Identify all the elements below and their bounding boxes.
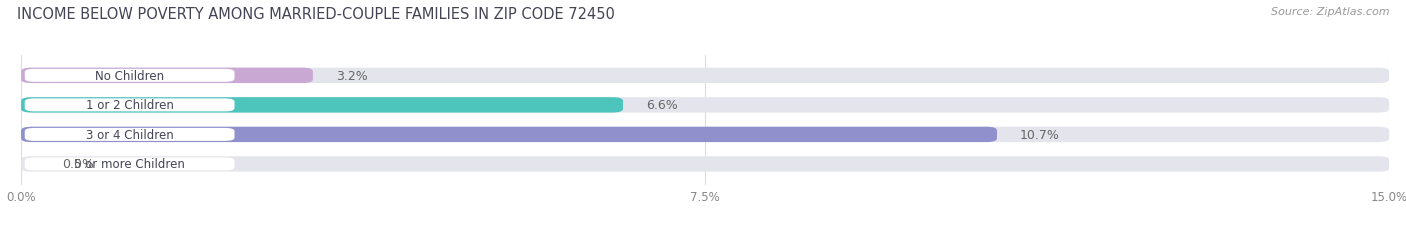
Text: 3 or 4 Children: 3 or 4 Children bbox=[86, 128, 173, 141]
FancyBboxPatch shape bbox=[21, 68, 1389, 84]
Text: 3.2%: 3.2% bbox=[336, 70, 367, 82]
Text: No Children: No Children bbox=[96, 70, 165, 82]
FancyBboxPatch shape bbox=[21, 127, 997, 143]
Text: 1 or 2 Children: 1 or 2 Children bbox=[86, 99, 173, 112]
FancyBboxPatch shape bbox=[21, 127, 1389, 143]
FancyBboxPatch shape bbox=[21, 68, 314, 84]
FancyBboxPatch shape bbox=[21, 98, 1389, 113]
Text: 10.7%: 10.7% bbox=[1019, 128, 1060, 141]
FancyBboxPatch shape bbox=[25, 128, 235, 141]
Text: 6.6%: 6.6% bbox=[645, 99, 678, 112]
FancyBboxPatch shape bbox=[21, 157, 1389, 172]
FancyBboxPatch shape bbox=[25, 158, 235, 171]
FancyBboxPatch shape bbox=[25, 99, 235, 112]
Text: Source: ZipAtlas.com: Source: ZipAtlas.com bbox=[1271, 7, 1389, 17]
Text: 0.0%: 0.0% bbox=[62, 158, 94, 171]
Text: INCOME BELOW POVERTY AMONG MARRIED-COUPLE FAMILIES IN ZIP CODE 72450: INCOME BELOW POVERTY AMONG MARRIED-COUPL… bbox=[17, 7, 614, 22]
Text: 5 or more Children: 5 or more Children bbox=[75, 158, 186, 171]
FancyBboxPatch shape bbox=[25, 70, 235, 82]
FancyBboxPatch shape bbox=[21, 98, 623, 113]
